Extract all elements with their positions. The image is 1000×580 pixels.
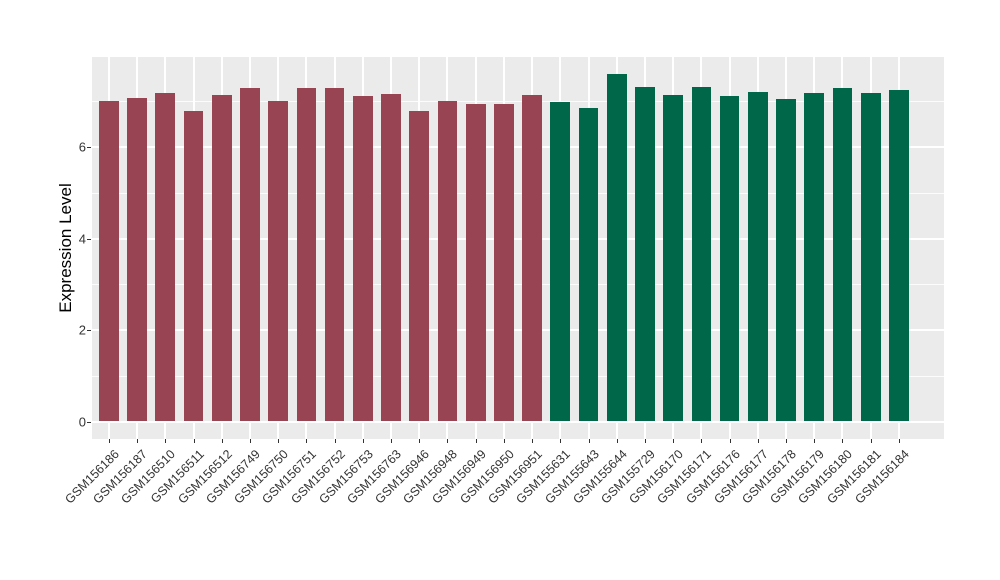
x-tick-mark bbox=[306, 439, 308, 443]
y-tick-mark bbox=[87, 421, 91, 423]
x-tick-mark bbox=[729, 439, 731, 443]
x-tick-mark bbox=[391, 439, 393, 443]
bar-GSM156181 bbox=[860, 93, 881, 422]
x-tick-mark bbox=[419, 439, 421, 443]
bar-GSM156751 bbox=[296, 87, 317, 422]
bar-GSM156753 bbox=[352, 95, 373, 422]
bar-GSM156749 bbox=[240, 88, 260, 422]
minor-gridline bbox=[92, 101, 944, 103]
y-tick-label-0: 0 bbox=[78, 414, 86, 429]
bar-GSM156750 bbox=[268, 100, 289, 422]
bar-GSM156178 bbox=[776, 98, 796, 422]
x-tick-mark bbox=[108, 439, 110, 443]
major-gridline bbox=[92, 420, 944, 423]
bar-GSM156171 bbox=[691, 86, 712, 422]
major-gridline bbox=[92, 146, 944, 148]
major-gridline bbox=[92, 329, 944, 331]
bar-GSM156948 bbox=[437, 100, 458, 422]
y-tick-mark bbox=[87, 238, 91, 240]
bar-GSM155729 bbox=[635, 87, 655, 422]
bar-GSM156176 bbox=[719, 96, 740, 422]
y-tick-label-2: 2 bbox=[78, 322, 86, 338]
x-tick-mark bbox=[532, 439, 534, 443]
bar-GSM156180 bbox=[832, 88, 853, 422]
x-tick-mark bbox=[644, 439, 646, 443]
bar-GSM156187 bbox=[127, 97, 147, 422]
bar-GSM156179 bbox=[804, 93, 825, 422]
bar-GSM156763 bbox=[381, 93, 401, 422]
plot-panel bbox=[92, 57, 944, 439]
x-tick-mark bbox=[447, 439, 449, 443]
x-tick-mark bbox=[757, 439, 759, 443]
y-axis-title: Expression Level bbox=[56, 183, 75, 313]
x-tick-mark bbox=[616, 439, 618, 443]
x-tick-mark bbox=[701, 439, 703, 443]
bar-GSM156949 bbox=[465, 103, 486, 422]
bar-GSM156951 bbox=[522, 95, 542, 422]
bar-GSM156511 bbox=[183, 110, 204, 422]
x-tick-mark bbox=[503, 439, 505, 443]
bar-GSM155643 bbox=[578, 107, 599, 422]
minor-gridline bbox=[92, 375, 944, 377]
x-tick-mark bbox=[588, 439, 590, 443]
bar-GSM156752 bbox=[324, 88, 345, 422]
x-tick-mark bbox=[193, 439, 195, 443]
minor-gridline bbox=[92, 284, 944, 286]
bar-GSM156177 bbox=[747, 92, 768, 422]
major-gridline bbox=[92, 237, 944, 240]
x-tick-mark bbox=[475, 439, 477, 443]
x-tick-mark bbox=[898, 439, 900, 443]
x-tick-mark bbox=[673, 439, 675, 443]
minor-gridline bbox=[92, 192, 944, 194]
bar-GSM156950 bbox=[494, 103, 514, 422]
x-tick-mark bbox=[560, 439, 562, 443]
y-tick-label-4: 4 bbox=[78, 231, 86, 246]
y-tick-mark bbox=[87, 147, 91, 148]
x-tick-mark bbox=[221, 439, 223, 443]
x-tick-mark bbox=[165, 439, 167, 443]
bar-GSM156946 bbox=[409, 110, 430, 422]
x-tick-mark bbox=[842, 439, 844, 443]
bar-GSM155631 bbox=[550, 102, 571, 422]
bar-GSM156184 bbox=[888, 90, 909, 422]
x-tick-mark bbox=[278, 439, 280, 443]
bar-GSM156512 bbox=[211, 95, 232, 422]
bar-GSM156186 bbox=[99, 100, 119, 422]
bar-GSM155644 bbox=[606, 73, 627, 422]
x-tick-mark bbox=[870, 439, 872, 443]
y-tick-label-6: 6 bbox=[78, 139, 86, 155]
x-tick-mark bbox=[137, 439, 139, 443]
x-tick-mark bbox=[249, 439, 251, 443]
x-tick-mark bbox=[362, 439, 364, 443]
bar-GSM156510 bbox=[155, 93, 176, 422]
x-tick-mark bbox=[334, 439, 336, 443]
x-tick-mark bbox=[786, 439, 787, 443]
y-tick-mark bbox=[87, 330, 91, 331]
bar-GSM156170 bbox=[663, 94, 684, 422]
x-tick-mark bbox=[814, 439, 816, 443]
